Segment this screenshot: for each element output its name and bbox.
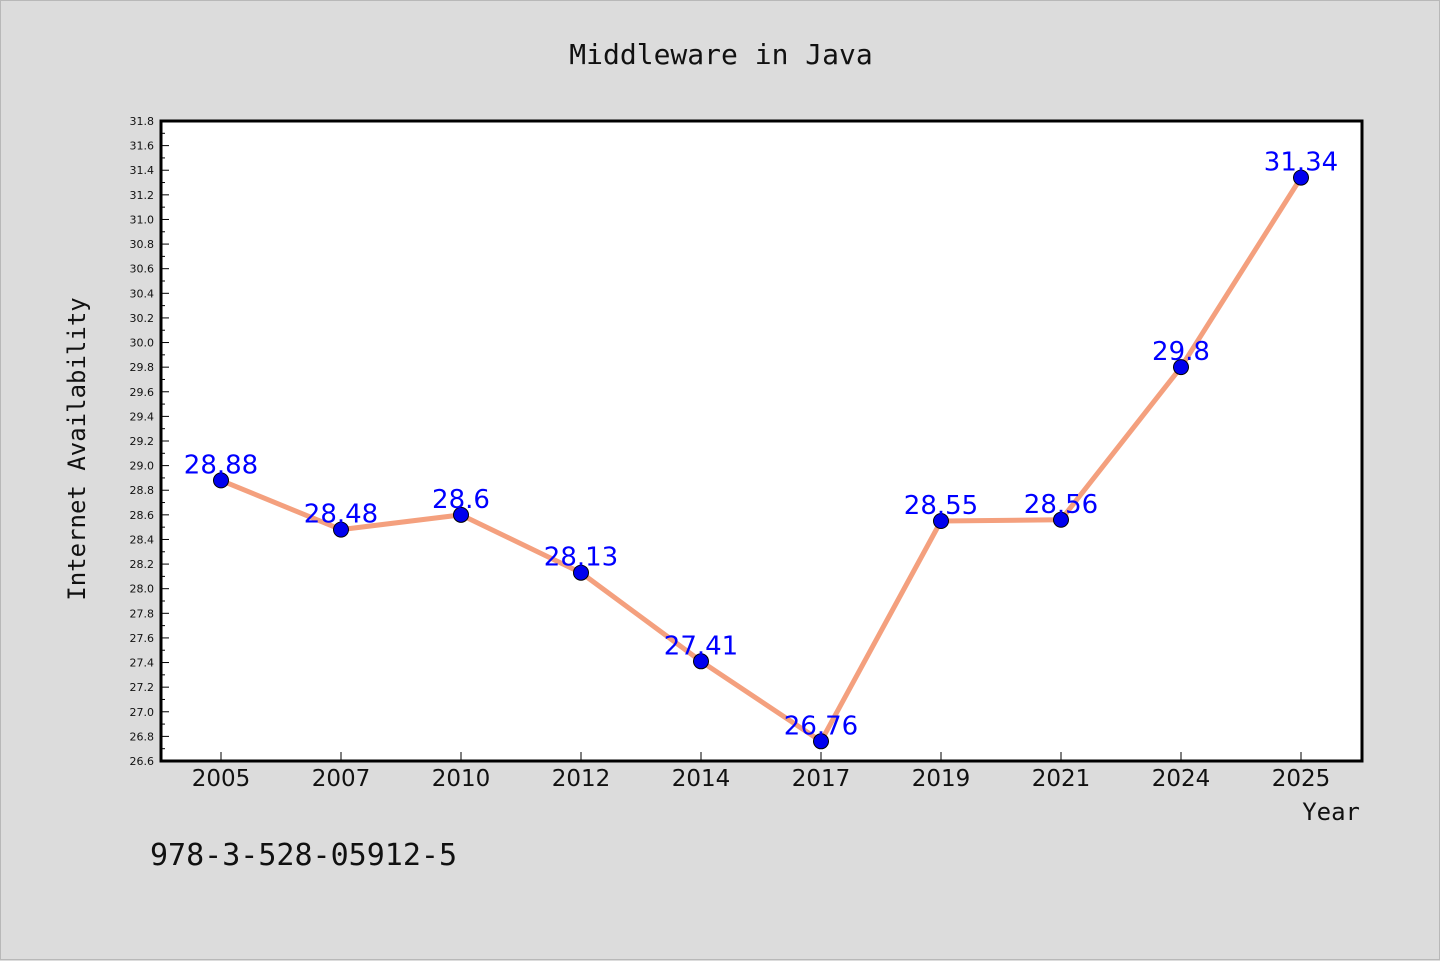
- y-tick-label: 27.2: [130, 681, 155, 694]
- data-label: 28.13: [544, 543, 618, 573]
- data-label: 28.88: [184, 450, 258, 480]
- y-axis-label: Internet Availability: [63, 297, 91, 600]
- y-tick-label: 30.0: [130, 337, 155, 350]
- chart-title: Middleware in Java: [569, 38, 872, 71]
- data-label: 26.76: [784, 711, 858, 741]
- x-tick-label: 2007: [312, 766, 371, 792]
- data-point-marker: [453, 506, 469, 523]
- y-tick-label: 31.6: [130, 140, 155, 153]
- data-point-marker: [693, 653, 709, 670]
- y-tick-label: 29.6: [130, 386, 155, 399]
- data-label: 28.56: [1024, 490, 1098, 520]
- data-labels: 28.88 28.48 28.6 28.13 27.41 26.76 28.55 28.56 2…: [184, 148, 1338, 742]
- data-label: 28.48: [304, 500, 378, 530]
- y-tick-label: 30.6: [130, 263, 155, 276]
- x-tick-label: 2017: [792, 766, 851, 792]
- y-tick-label: 28.4: [130, 533, 155, 546]
- data-label: 27.41: [664, 631, 738, 661]
- y-tick-label: 30.8: [130, 238, 155, 251]
- y-tick-label: 29.8: [130, 361, 155, 374]
- y-tick-label: 29.0: [130, 460, 155, 473]
- y-tick-label: 26.6: [130, 755, 155, 768]
- y-tick-label: 27.4: [130, 657, 155, 670]
- data-point-marker: [1173, 359, 1189, 376]
- y-tick-label: 29.4: [130, 410, 155, 423]
- x-axis: 2005 2007 2010 2012 2014 2017 2019 2021 2024 2025: [192, 752, 1331, 792]
- data-label: 28.6: [432, 485, 490, 515]
- x-tick-label: 2019: [912, 766, 971, 792]
- x-axis-label: Year: [1302, 798, 1360, 826]
- series-line: [213, 169, 1309, 750]
- y-tick-label: 28.0: [130, 583, 155, 596]
- x-tick-label: 2025: [1272, 766, 1331, 792]
- isbn-text: 978-3-528-05912-5: [150, 838, 457, 873]
- data-point-marker: [813, 733, 829, 750]
- data-label: 29.8: [1152, 337, 1210, 367]
- x-tick-label: 2012: [552, 766, 611, 792]
- y-tick-label: 28.2: [130, 558, 155, 571]
- data-label: 28.55: [904, 491, 978, 521]
- y-tick-label: 27.6: [130, 632, 155, 645]
- y-tick-label: 29.2: [130, 435, 155, 448]
- x-tick-label: 2021: [1032, 766, 1091, 792]
- y-tick-label: 31.0: [130, 213, 155, 226]
- data-point-marker: [1053, 511, 1069, 528]
- x-tick-label: 2010: [432, 766, 491, 792]
- y-tick-label: 31.8: [130, 115, 155, 128]
- y-tick-label: 28.6: [130, 509, 155, 522]
- x-tick-label: 2005: [192, 766, 251, 792]
- y-tick-label: 27.0: [130, 706, 155, 719]
- y-tick-label: 31.2: [130, 189, 155, 202]
- x-tick-label: 2014: [672, 766, 731, 792]
- y-axis: 26.6 26.8 27.0 27.2 27.4 27.6 27.8 28.0 28.2 28.4…: [130, 115, 169, 768]
- data-point-marker: [573, 564, 589, 581]
- series-polyline: [218, 175, 1304, 744]
- y-tick-label: 30.4: [130, 287, 155, 300]
- y-tick-label: 27.8: [130, 607, 155, 620]
- y-tick-label: 26.8: [130, 730, 155, 743]
- x-tick-label: 2024: [1152, 766, 1211, 792]
- y-tick-label: 31.4: [130, 164, 155, 177]
- data-point-marker: [333, 521, 349, 538]
- y-tick-label: 28.8: [130, 484, 155, 497]
- data-point-marker: [933, 513, 949, 529]
- data-point-marker: [1293, 169, 1309, 186]
- y-tick-label: 30.2: [130, 312, 155, 325]
- data-label: 31.34: [1264, 148, 1338, 178]
- data-point-marker: [213, 472, 229, 489]
- plot-area: [159, 119, 1364, 763]
